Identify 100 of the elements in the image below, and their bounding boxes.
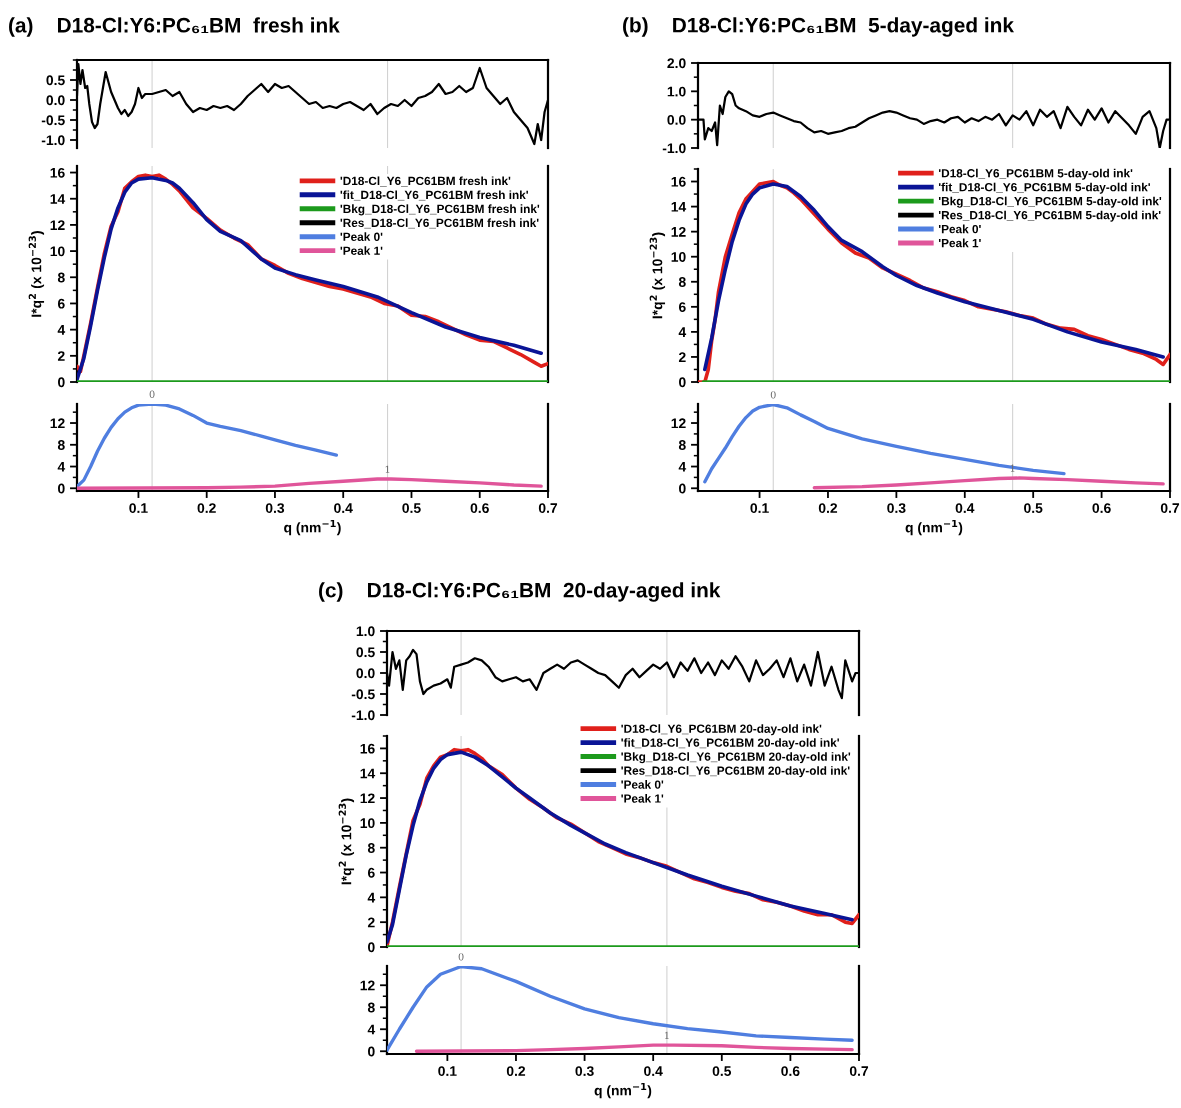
x-tick-label: 0.5	[402, 503, 421, 514]
y-tick-label: 0.5	[356, 647, 375, 658]
annotation: 0	[149, 390, 155, 398]
annotation: 1	[385, 465, 390, 473]
x-tick-label: 0.2	[197, 503, 216, 514]
x-tick-label: 0.7	[538, 503, 558, 514]
x-tick-label: 0.2	[818, 503, 838, 514]
y-tick-label: 4	[678, 327, 687, 337]
y-tick-label: 2.0	[667, 58, 686, 69]
x-tick-label: 0.4	[955, 503, 975, 514]
x-tick-label: 0.4	[644, 1066, 663, 1077]
y-tick-label: -1.0	[41, 135, 65, 146]
x-tick-label: 0.6	[1092, 503, 1111, 514]
y-tick-label: 16	[671, 176, 686, 187]
y-tick-label: 8	[57, 272, 65, 283]
annotation: 1	[665, 1031, 669, 1040]
y-tick-label: 4	[57, 325, 66, 335]
y-tick-label: 12	[671, 226, 686, 237]
y-tick-label: 8	[678, 440, 686, 450]
y-tick-label: 8	[57, 440, 65, 450]
y-tick-label: 10	[360, 818, 375, 829]
x-axis-title: q (nm$^{−1}$)	[594, 1082, 652, 1099]
y-tick-label: 4	[367, 1024, 376, 1035]
chart-title: (c) D18-Cl:Y6:PC₆₁BM 20-day-aged ink	[319, 582, 721, 602]
y-tick-label: 1.0	[356, 626, 375, 637]
x-tick-label: 0.3	[887, 503, 906, 514]
y-tick-label: 0.0	[46, 95, 65, 106]
y-tick-label: 0	[368, 1046, 375, 1057]
y-tick-label: 0	[58, 483, 65, 494]
y-tick-label: 0	[679, 377, 686, 388]
y-tick-label: 0	[368, 942, 375, 953]
y-tick-label: 1.0	[667, 86, 686, 97]
y-tick-label: 0	[58, 377, 65, 388]
y-tick-label: -1.0	[662, 143, 686, 154]
chart-title: (a) D18-Cl:Y6:PC₆₁BM fresh ink	[9, 17, 340, 37]
y-tick-label: 12	[50, 418, 65, 429]
y-tick-label: 12	[360, 980, 375, 991]
y-tick-label: 2	[367, 917, 375, 928]
legend-label: 'D18-Cl_Y6_PC61BM fresh ink'	[340, 176, 511, 187]
y-tick-label: 14	[360, 768, 376, 779]
y-tick-label: 0.0	[356, 668, 375, 679]
legend-label: 'Peak 1'	[938, 238, 981, 248]
x-tick-label: 0.7	[1160, 503, 1180, 514]
y-tick-label: 4	[367, 892, 376, 903]
x-tick-label: 0.1	[129, 503, 148, 514]
y-tick-label: -1.0	[351, 710, 375, 721]
legend-label: 'D18-Cl_Y6_PC61BM 20-day-old ink'	[621, 724, 822, 736]
legend-label: 'Res_D18-Cl_Y6_PC61BM 20-day-old ink'	[621, 766, 850, 778]
legend-label: 'Res_D18-Cl_Y6_PC61BM fresh ink'	[340, 218, 539, 229]
x-axis-title: q (nm$^{−1}$)	[284, 519, 341, 536]
legend-label: 'Peak 1'	[621, 794, 664, 803]
y-tick-label: -0.5	[41, 115, 65, 126]
y-tick-label: 0	[679, 483, 686, 494]
y-tick-label: 12	[50, 220, 65, 230]
x-tick-label: 0.6	[470, 503, 489, 514]
y-tick-label: 12	[671, 418, 686, 429]
legend-label: 'fit_D18-Cl_Y6_PC61BM 5-day-old ink'	[938, 182, 1150, 194]
x-tick-label: 0.1	[438, 1066, 457, 1077]
x-tick-label: 0.3	[575, 1066, 594, 1077]
y-tick-label: 4	[678, 462, 687, 472]
y-tick-label: 0.0	[667, 115, 686, 125]
y-tick-label: 2	[57, 351, 65, 361]
legend-label: 'Bkg_D18-Cl_Y6_PC61BM 20-day-old ink'	[621, 752, 851, 764]
y-tick-label: 8	[678, 277, 686, 287]
y-tick-label: 6	[367, 867, 375, 878]
y-tick-label: 10	[671, 252, 686, 262]
y-axis-title: I*q$^{2}$ (x 10$^{−23}$)	[649, 232, 666, 319]
annotation: 1	[1010, 464, 1015, 472]
annotation: 0	[458, 953, 464, 961]
legend-label: 'fit_D18-Cl_Y6_PC61BM fresh ink'	[340, 190, 528, 201]
legend-label: 'Bkg_D18-Cl_Y6_PC61BM fresh ink'	[340, 204, 540, 216]
y-tick-label: 16	[360, 743, 375, 754]
y-tick-label: 12	[360, 793, 375, 804]
y-tick-label: 6	[57, 298, 65, 309]
y-tick-label: 2	[678, 352, 686, 362]
x-tick-label: 0.5	[712, 1066, 732, 1077]
legend-label: 'Peak 0'	[938, 224, 981, 234]
legend-label: 'fit_D18-Cl_Y6_PC61BM 20-day-old ink'	[621, 738, 839, 750]
y-tick-label: 14	[50, 194, 66, 204]
x-tick-label: 0.1	[750, 503, 769, 514]
y-tick-label: 0.5	[46, 75, 65, 86]
x-tick-label: 0.7	[849, 1066, 869, 1077]
legend-label: 'Res_D18-Cl_Y6_PC61BM 5-day-old ink'	[938, 210, 1161, 222]
legend-label: 'Peak 0'	[621, 780, 664, 789]
legend-label: 'Peak 0'	[340, 232, 383, 241]
y-axis-title: I*q$^{2}$ (x 10$^{−23}$)	[338, 798, 355, 885]
y-tick-label: 14	[671, 202, 687, 212]
x-tick-label: 0.4	[334, 503, 353, 514]
y-tick-label: 10	[50, 246, 65, 257]
x-tick-label: 0.5	[1024, 503, 1043, 514]
annotation: 0	[770, 391, 776, 399]
x-tick-label: 0.3	[265, 503, 285, 514]
legend-label: 'Peak 1'	[340, 246, 383, 255]
x-tick-label: 0.2	[506, 1066, 526, 1077]
y-tick-label: 6	[678, 302, 686, 312]
y-tick-label: -0.5	[351, 689, 375, 700]
y-tick-label: 16	[50, 167, 65, 178]
x-tick-label: 0.6	[781, 1066, 800, 1077]
chart-title: (b) D18-Cl:Y6:PC₆₁BM 5-day-aged ink	[623, 17, 1014, 37]
x-axis-title: q (nm$^{−1}$)	[905, 519, 963, 536]
